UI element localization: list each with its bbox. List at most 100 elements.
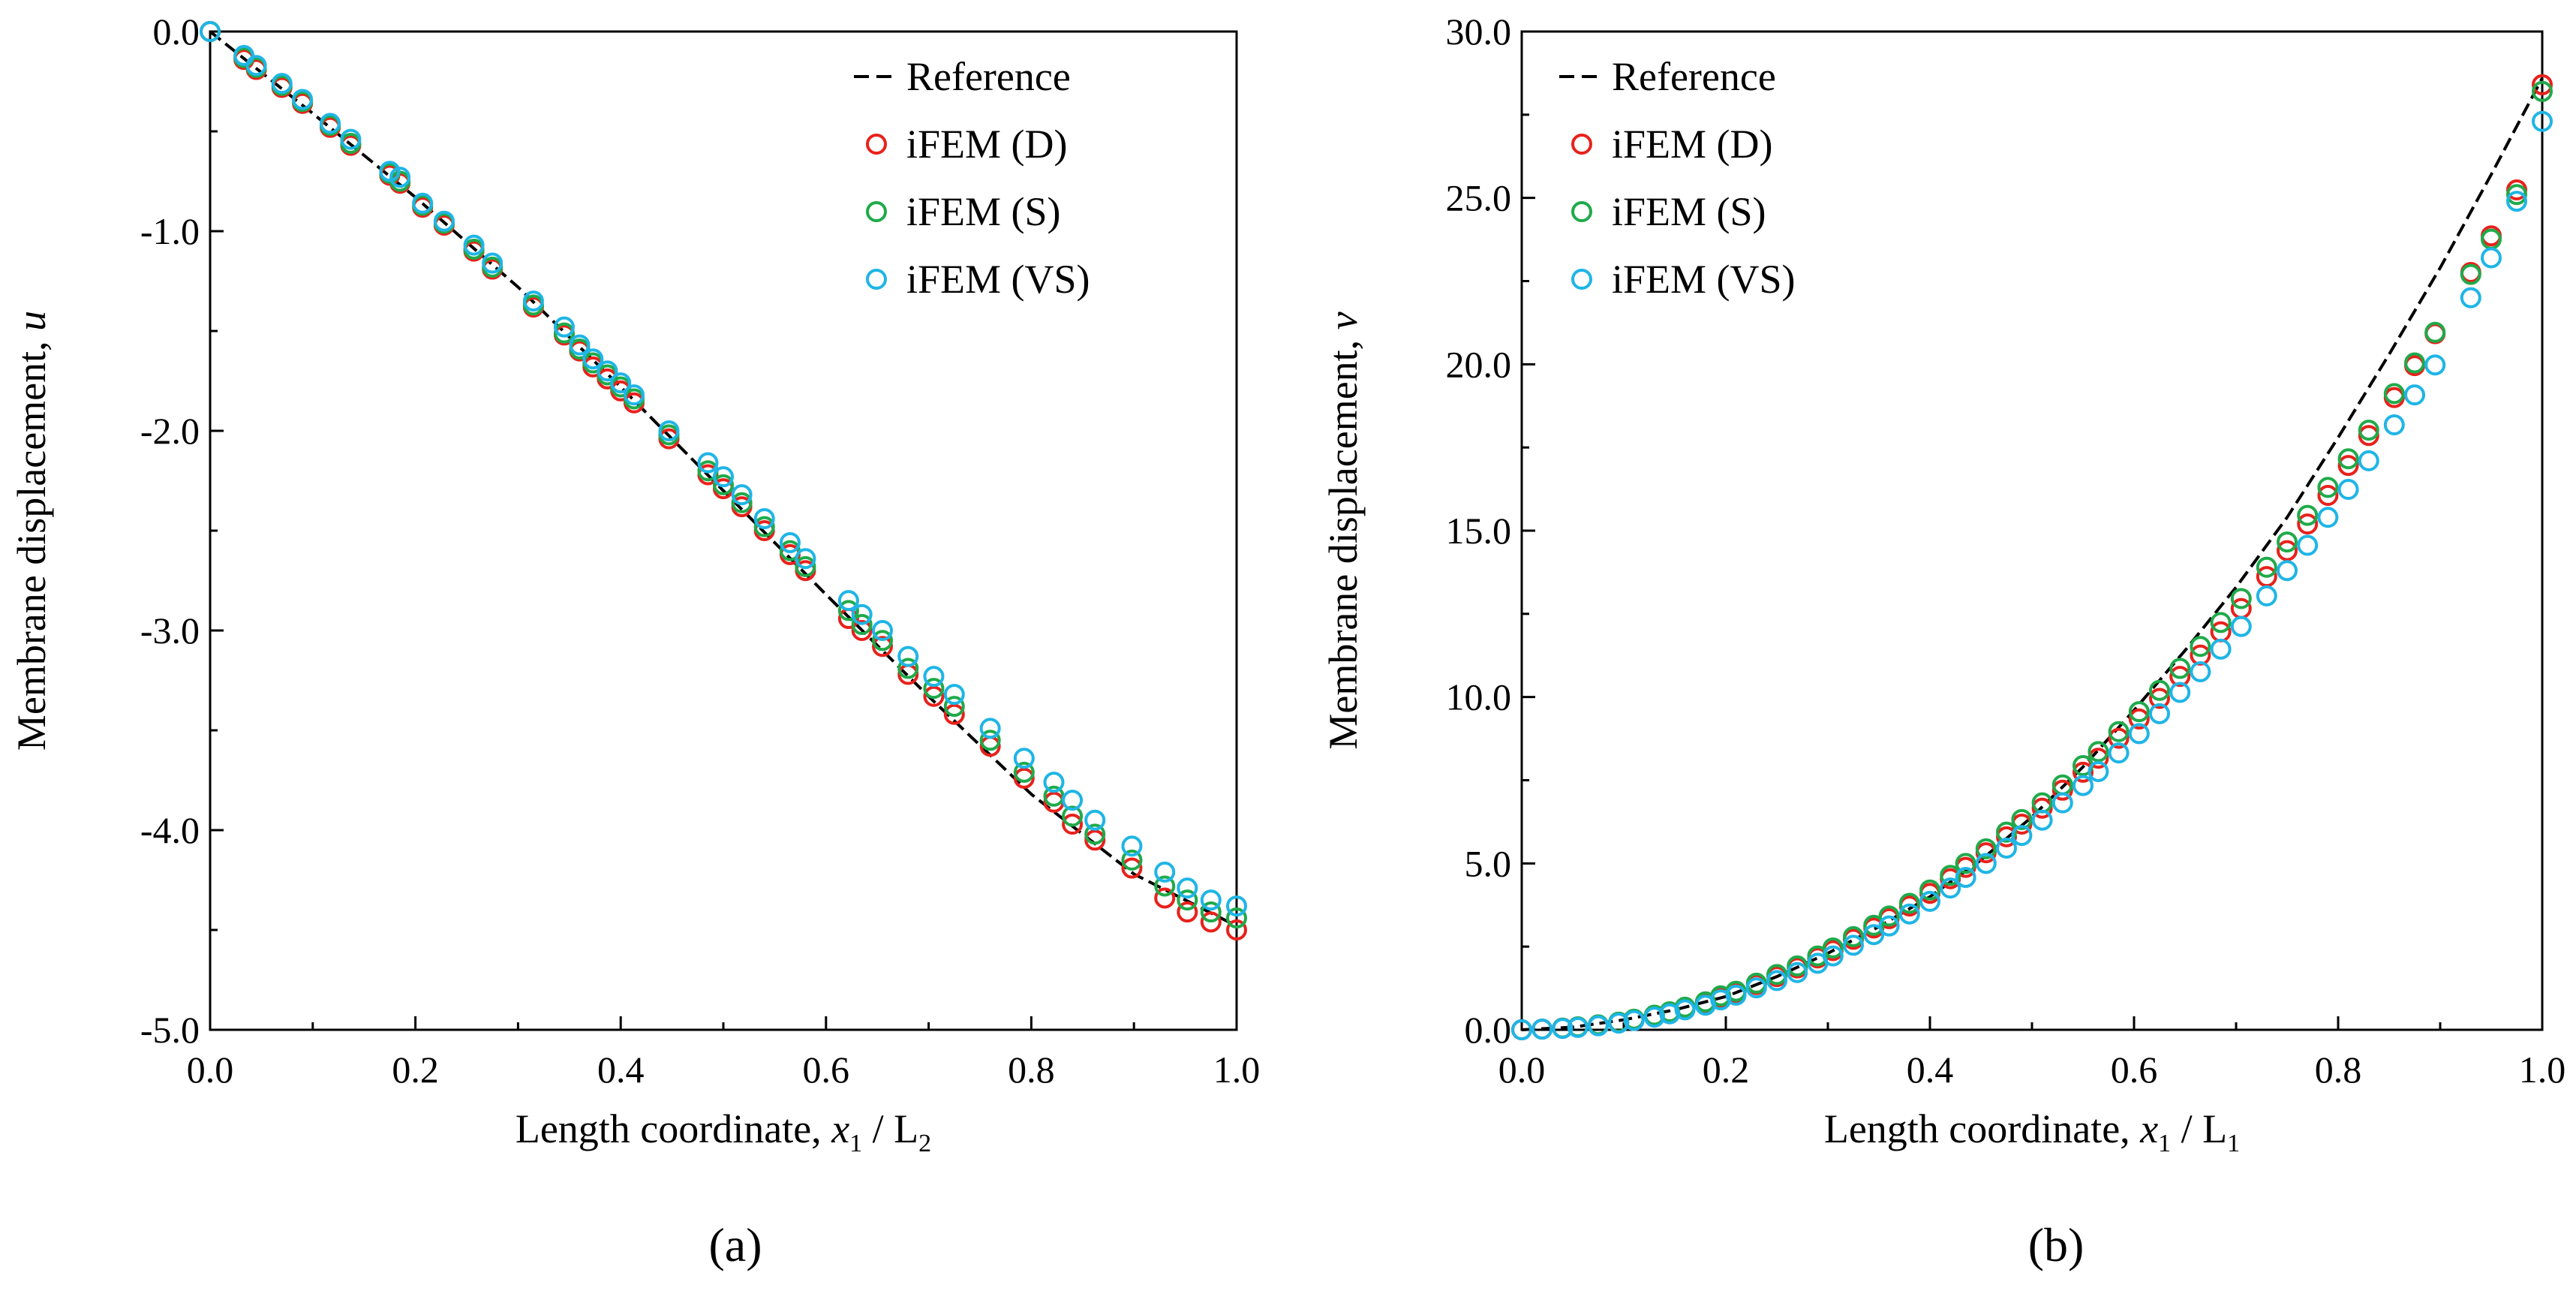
ifem-vs-point	[2256, 585, 2277, 606]
ifem-vs-point	[1121, 835, 1143, 857]
legend-swatch-marker	[866, 269, 887, 290]
ifem-vs-point	[1863, 924, 1885, 946]
ifem-s-point	[1898, 892, 1920, 914]
ifem-s-point	[713, 474, 734, 495]
y-tick-label: 20.0	[1446, 343, 1512, 385]
ifem-vs-point	[713, 466, 734, 488]
ifem-s-point	[2277, 531, 2298, 553]
ifem-vs-point	[1588, 1015, 1609, 1037]
legend-swatch-marker	[1571, 201, 1592, 222]
axis-ticks	[1520, 30, 2544, 1031]
ifem-vs-point	[2460, 287, 2481, 308]
ifem-s-point	[2297, 504, 2319, 526]
ifem-s-point	[1226, 907, 1247, 929]
legend-entry-label: iFEM (D)	[1612, 122, 1773, 167]
ifem-vs-point	[1975, 853, 1997, 874]
ifem-vs-point	[610, 372, 632, 394]
ifem-s-point	[1084, 823, 1106, 845]
x-tick-label: 0.6	[2111, 1049, 2158, 1091]
ifem-s-point	[837, 600, 859, 621]
ifem-s-point	[851, 614, 873, 636]
ifem-s-point	[753, 516, 775, 537]
ifem-d-point	[2073, 761, 2094, 783]
x-tick-label: 0.4	[1907, 1049, 1954, 1091]
ifem-s-point	[1154, 875, 1176, 897]
ifem-vs-point	[1878, 915, 1900, 937]
x-axis-label-text: Length coordinate,	[516, 1106, 831, 1151]
y-tick-label: 5.0	[1465, 842, 1512, 884]
legend-swatch-marker	[1571, 134, 1592, 155]
ifem-vs-point	[2210, 638, 2232, 660]
ifem-vs-point	[1940, 877, 1961, 899]
ifem-vs-point	[2317, 507, 2339, 528]
ifem-vs-point	[597, 360, 618, 382]
ifem-vs-point	[2051, 792, 2073, 814]
legend-swatch-marker	[866, 134, 887, 155]
panel-label: (a)	[708, 1218, 762, 1271]
ifem-vs-point	[433, 210, 455, 232]
ifem-s-point	[1975, 838, 1997, 859]
ifem-vs-point	[1511, 1019, 1532, 1040]
ifem-s-point	[1955, 853, 1976, 874]
ifem-vs-point	[2481, 247, 2502, 269]
ifem-vs-point	[271, 73, 293, 95]
x-tick-labels: 0.0 0.2 0.4 0.6 0.8 1.0	[187, 1049, 1261, 1091]
y-axis-label: Membrane displacement, u	[9, 311, 54, 751]
ifem-vs-point	[1898, 903, 1920, 925]
ifem-d-point	[872, 636, 894, 658]
ifem-vs-point	[200, 21, 221, 42]
ifem-vs-point	[1745, 977, 1767, 999]
ifem-s-point	[1013, 761, 1035, 783]
ifem-vs-point	[233, 44, 255, 66]
ifem-vs-point	[697, 452, 719, 474]
ifem-vs-point	[1043, 772, 1065, 793]
ifem-vs-point	[872, 620, 894, 641]
ifem-vs-point	[2108, 742, 2130, 764]
x-tick-labels: 0.0 0.2 0.4 0.6 0.8 1.0	[1498, 1049, 2566, 1091]
ifem-vs-point	[412, 192, 434, 214]
ifem-vs-point	[2230, 615, 2252, 637]
ifem-s-point	[2337, 448, 2359, 470]
y-tick-label: 25.0	[1446, 177, 1512, 219]
ifem-s-point	[2506, 184, 2527, 206]
x-tick-label: 0.6	[803, 1049, 850, 1091]
ifem-s-point	[795, 555, 816, 577]
ifem-s-point	[731, 492, 753, 513]
legend: Reference iFEM (D) iFEM (S) iFEM (VS)	[1559, 54, 1796, 302]
y-tick-labels: 0.0 -1.0 -2.0 -3.0 -4.0 -5.0	[140, 11, 200, 1051]
ifem-vs-point	[837, 590, 859, 612]
x-axis-label-rest: / L	[2171, 1106, 2227, 1151]
y-axis-label-var: u	[9, 311, 54, 331]
x-tick-label: 0.0	[1498, 1049, 1546, 1091]
ifem-d-point	[1013, 767, 1035, 789]
x-axis-label: Length coordinate, x1 / L1	[1824, 1106, 2240, 1157]
ifem-s-point	[923, 678, 945, 700]
ifem-s-point	[897, 658, 919, 679]
ifem-vs-point	[1766, 970, 1787, 992]
ifem-vs-point	[753, 508, 775, 530]
ifem-s-point	[1878, 905, 1900, 927]
ifem-vs-point	[2149, 703, 2170, 724]
panel-label: (b)	[2028, 1218, 2085, 1271]
ifem-vs-point	[1567, 1016, 1589, 1038]
ifem-d-point	[851, 620, 873, 641]
ifem-vs-point	[1787, 961, 1808, 983]
legend-swatch-marker	[866, 201, 887, 222]
ifem-vs-point	[320, 113, 341, 134]
ifem-vs-point	[1226, 895, 1247, 917]
ifem-d-point	[2317, 485, 2339, 507]
y-tick-label: -5.0	[140, 1009, 200, 1051]
ifem-d-point	[2337, 455, 2359, 477]
ifem-s-point	[2532, 80, 2553, 102]
ifem-s-point	[2011, 808, 2033, 830]
ifem-d-point	[1200, 911, 1222, 933]
y-tick-label: 15.0	[1446, 510, 1512, 552]
ifem-d-point	[1154, 887, 1176, 909]
legend-entry-label: Reference	[906, 54, 1071, 99]
x-tick-label: 0.2	[392, 1049, 439, 1091]
ifem-vs-point	[623, 384, 645, 406]
ifem-vs-point	[2383, 414, 2405, 436]
legend-swatch-marker	[1571, 269, 1592, 290]
ifem-s-point	[943, 696, 965, 718]
